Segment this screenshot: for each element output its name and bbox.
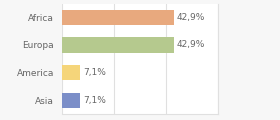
Bar — [62, 65, 80, 80]
Bar — [62, 10, 174, 25]
Text: 42,9%: 42,9% — [176, 13, 205, 22]
Text: 7,1%: 7,1% — [83, 68, 106, 77]
Bar — [62, 37, 174, 53]
Text: 7,1%: 7,1% — [83, 96, 106, 105]
Text: 42,9%: 42,9% — [176, 41, 205, 49]
Bar — [62, 93, 80, 108]
